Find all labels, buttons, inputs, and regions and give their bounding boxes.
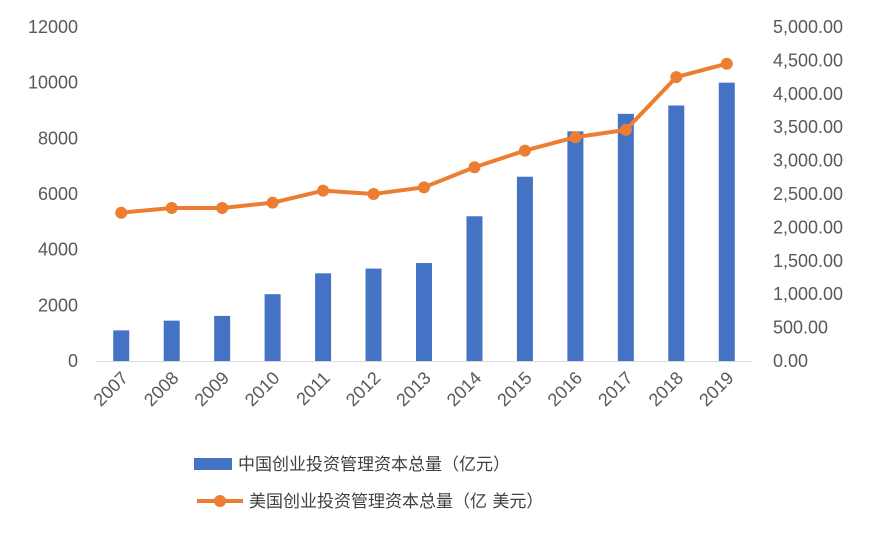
legend-bar-label: 中国创业投资管理资本总量（亿元） — [238, 455, 510, 475]
x-tick-label: 2009 — [191, 368, 233, 410]
bar-2018 — [668, 105, 685, 362]
line-point-2008 — [165, 202, 178, 215]
bar-2016 — [567, 131, 584, 361]
x-tick-label: 2008 — [140, 368, 182, 410]
legend-bar-swatch — [194, 458, 232, 470]
y-right-tick-label: 500.00 — [773, 318, 828, 338]
legend-line-marker — [214, 495, 226, 507]
line-point-2013 — [418, 181, 430, 194]
y-left-tick-label: 6000 — [38, 184, 78, 204]
x-tick-label: 2018 — [645, 368, 687, 410]
legend-line-label: 美国创业投资管理资本总量（亿 美元） — [249, 492, 543, 512]
bar-2015 — [516, 176, 533, 361]
x-tick-label: 2007 — [90, 368, 132, 410]
bar-2011 — [315, 273, 332, 361]
x-tick-label: 2015 — [493, 368, 535, 410]
y-right-tick-label: 2,500.00 — [773, 184, 843, 204]
x-tick-label: 2013 — [392, 368, 434, 410]
bar-2009 — [214, 315, 231, 361]
x-tick-label: 2012 — [342, 368, 384, 410]
x-tick-label: 2016 — [544, 368, 586, 410]
line-point-2019 — [720, 57, 733, 70]
y-left-tick-label: 12000 — [28, 17, 78, 37]
y-right-tick-label: 3,500.00 — [773, 117, 843, 137]
y-right-tick-label: 5,000.00 — [773, 17, 843, 37]
x-tick-label: 2019 — [695, 368, 737, 410]
y-right-tick-label: 4,500.00 — [773, 50, 843, 70]
y-left-tick-label: 8000 — [38, 128, 78, 148]
bar-2019 — [718, 82, 735, 362]
bar-2014 — [466, 216, 483, 361]
x-tick-label: 2010 — [241, 368, 283, 410]
y-left-tick-label: 10000 — [28, 73, 78, 93]
line-point-2017 — [619, 123, 632, 136]
line-point-2011 — [317, 184, 330, 197]
line-point-2007 — [115, 206, 128, 219]
bar-2017 — [617, 113, 634, 361]
x-tick-label: 2014 — [443, 368, 485, 410]
y-left-tick-label: 4000 — [38, 240, 78, 260]
line-point-2018 — [670, 71, 683, 84]
x-tick-label: 2017 — [594, 368, 636, 410]
y-right-tick-label: 1,500.00 — [773, 251, 843, 271]
y-right-tick-label: 0.00 — [773, 351, 808, 371]
x-tick-label: 2011 — [292, 368, 334, 410]
bar-2007 — [113, 330, 130, 361]
bar-2012 — [365, 268, 382, 361]
bar-2008 — [163, 320, 180, 361]
line-point-2010 — [266, 196, 279, 209]
line-point-2014 — [468, 161, 481, 174]
line-point-2015 — [518, 144, 531, 157]
bar-2010 — [264, 294, 281, 361]
y-right-tick-label: 2,000.00 — [773, 217, 843, 237]
bar-2013 — [416, 263, 432, 361]
y-left-tick-label: 2000 — [38, 295, 78, 315]
bars-layer — [113, 82, 735, 362]
line-layer — [115, 57, 733, 219]
line-point-2009 — [216, 202, 229, 215]
y-right-tick-label: 4,000.00 — [773, 84, 843, 104]
line-point-2016 — [569, 131, 582, 144]
legend: 中国创业投资管理资本总量（亿元） 美国创业投资管理资本总量（亿 美元） — [194, 455, 543, 512]
y-right-tick-label: 3,000.00 — [773, 151, 843, 171]
y-left-tick-label: 0 — [68, 351, 78, 371]
line-point-2012 — [367, 188, 380, 200]
y-right-tick-label: 1,000.00 — [773, 284, 843, 304]
